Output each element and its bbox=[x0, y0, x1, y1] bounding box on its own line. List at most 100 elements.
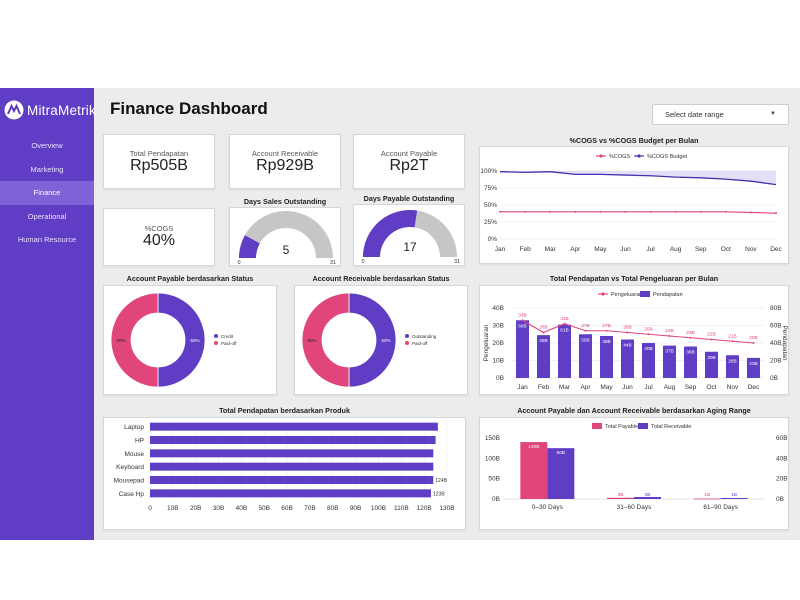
bar-label-receivable: 2B bbox=[645, 492, 651, 498]
bar-label: 37B bbox=[665, 349, 674, 355]
x-tick-label: Apr bbox=[580, 384, 591, 391]
legend-label-pengeluaran: Pengeluaran bbox=[611, 292, 642, 298]
y-tick-right: 20B bbox=[776, 476, 788, 483]
product-bar bbox=[150, 462, 434, 471]
y-tick-right: 0B bbox=[776, 496, 784, 503]
aging-chart-card: 0B 50B 100B 150B 0B 20B 40B 60B 140B 50B 0–30 Days… bbox=[479, 417, 789, 530]
x-tick-label: Aug bbox=[664, 384, 676, 391]
date-range-select[interactable]: Select date range ▼ bbox=[652, 104, 789, 125]
product-bar bbox=[150, 449, 434, 458]
bar-label-receivable: 50B bbox=[557, 450, 566, 456]
product-bar bbox=[150, 476, 434, 484]
legend-swatch bbox=[405, 334, 409, 338]
line-label: 27B bbox=[581, 323, 590, 329]
x-tick-label: 61–90 Days bbox=[703, 504, 738, 511]
donut-slice bbox=[157, 292, 206, 388]
y-tick-label: 75% bbox=[484, 185, 497, 192]
series-line-cogs bbox=[500, 211, 777, 214]
bar-payable bbox=[520, 442, 548, 499]
legend-label-payable: Total Payable bbox=[605, 424, 638, 430]
line-label: 33B bbox=[518, 312, 527, 318]
y-tick-left: 0B bbox=[492, 496, 500, 503]
y-axis-label-left: Pengeluaran bbox=[483, 324, 490, 361]
bar-pendapatan bbox=[725, 355, 740, 378]
x-tick-label: 130B bbox=[439, 505, 454, 512]
sidebar-item-operational[interactable]: Operational bbox=[27, 211, 67, 221]
legend-swatch-pendapatan bbox=[640, 291, 650, 297]
dpo-gauge: 17 0 31 bbox=[361, 210, 460, 265]
pengeluaran-point bbox=[710, 338, 713, 341]
legend-swatch-payable bbox=[592, 423, 602, 429]
cogs-point bbox=[574, 210, 577, 213]
y-tick-right: 60B bbox=[776, 435, 788, 442]
dashboard-app: MitraMetrik Overview Marketing Finance O… bbox=[0, 88, 800, 540]
bar-label-payable: 3B bbox=[618, 492, 624, 498]
series-line-budget bbox=[499, 171, 777, 186]
bar-pendapatan bbox=[620, 339, 635, 378]
donut-slice bbox=[301, 292, 350, 388]
x-tick-label: Jun bbox=[620, 246, 631, 253]
x-tick-label: 40B bbox=[236, 505, 248, 512]
category-label: Laptop bbox=[124, 424, 144, 431]
x-tick-label: 110B bbox=[394, 505, 409, 512]
ap-donut-card: 50% Credit 50% Paid-off bbox=[103, 285, 277, 395]
pengeluaran-point bbox=[689, 336, 692, 339]
x-tick-label: Oct bbox=[706, 384, 716, 391]
x-tick-label: Feb bbox=[519, 246, 531, 253]
line-label: 27B bbox=[602, 323, 611, 329]
bar-label: 49B bbox=[539, 338, 548, 344]
kpi-value: 40% bbox=[142, 232, 176, 249]
sidebar-item-human-resource[interactable]: Human Resource bbox=[17, 235, 77, 244]
gauge-max: 31 bbox=[330, 260, 336, 265]
cogs-point bbox=[549, 210, 552, 213]
page-title: Finance Dashboard bbox=[110, 99, 268, 118]
y-tick-left: 50B bbox=[488, 476, 500, 483]
bar-value-label: 124B bbox=[435, 478, 447, 484]
slice-label: 50% bbox=[116, 338, 125, 343]
gauge-min: 0 bbox=[237, 260, 240, 265]
x-tick-label: Aug bbox=[670, 246, 682, 253]
cogs-point bbox=[524, 210, 527, 213]
logo-text: MitraMetrik bbox=[27, 102, 96, 118]
legend-label: Credit bbox=[221, 334, 234, 339]
legend-marker-pengeluaran bbox=[601, 292, 605, 296]
gauge-value: 5 bbox=[283, 243, 290, 257]
pengeluaran-point bbox=[626, 331, 629, 334]
bar-label: 40B bbox=[644, 346, 653, 352]
pengeluaran-point bbox=[731, 340, 734, 343]
sidebar: MitraMetrik Overview Marketing Finance O… bbox=[0, 88, 96, 540]
line-label: 24B bbox=[665, 328, 674, 334]
legend-label: Outstanding bbox=[412, 334, 437, 339]
legend-swatch-receivable bbox=[638, 423, 648, 429]
bar-receivable bbox=[634, 496, 661, 499]
x-tick-label: Jul bbox=[646, 246, 655, 253]
pengeluaran-point bbox=[584, 329, 587, 332]
bar-receivable bbox=[720, 497, 748, 499]
line-label: 23B bbox=[686, 330, 695, 336]
sidebar-item-overview[interactable]: Overview bbox=[31, 141, 63, 150]
y-tick-left: 0B bbox=[496, 375, 504, 382]
sidebar-item-finance[interactable]: Finance bbox=[0, 181, 94, 205]
x-tick-label: 10B bbox=[167, 505, 179, 512]
bar-label-payable: 140B bbox=[528, 444, 539, 450]
y-tick-label: 50% bbox=[484, 202, 497, 209]
sidebar-item-marketing[interactable]: Marketing bbox=[30, 164, 64, 174]
y-tick-right: 20B bbox=[770, 358, 782, 365]
x-tick-label: Mar bbox=[559, 384, 571, 391]
cogs-point bbox=[674, 210, 677, 213]
x-tick-label: Jan bbox=[495, 246, 506, 253]
dpo-title: Days Payable Outstanding bbox=[363, 194, 455, 203]
bar-label: 44B bbox=[623, 343, 632, 349]
bar-pendapatan bbox=[683, 346, 698, 378]
ar-donut-card: 50% Outstanding 50% Paid-off bbox=[294, 285, 468, 395]
logo[interactable]: MitraMetrik bbox=[4, 100, 96, 120]
category-label: Case Hp bbox=[119, 491, 145, 498]
kpi-value: Rp2T bbox=[389, 157, 429, 174]
bar-payable bbox=[607, 497, 634, 499]
slice-label: 50% bbox=[381, 338, 390, 343]
date-range-placeholder: Select date range bbox=[665, 110, 724, 119]
x-tick-label: 120B bbox=[417, 505, 432, 512]
product-bar bbox=[150, 489, 432, 498]
bar-receivable bbox=[547, 448, 575, 499]
y-tick-left: 150B bbox=[485, 435, 500, 442]
